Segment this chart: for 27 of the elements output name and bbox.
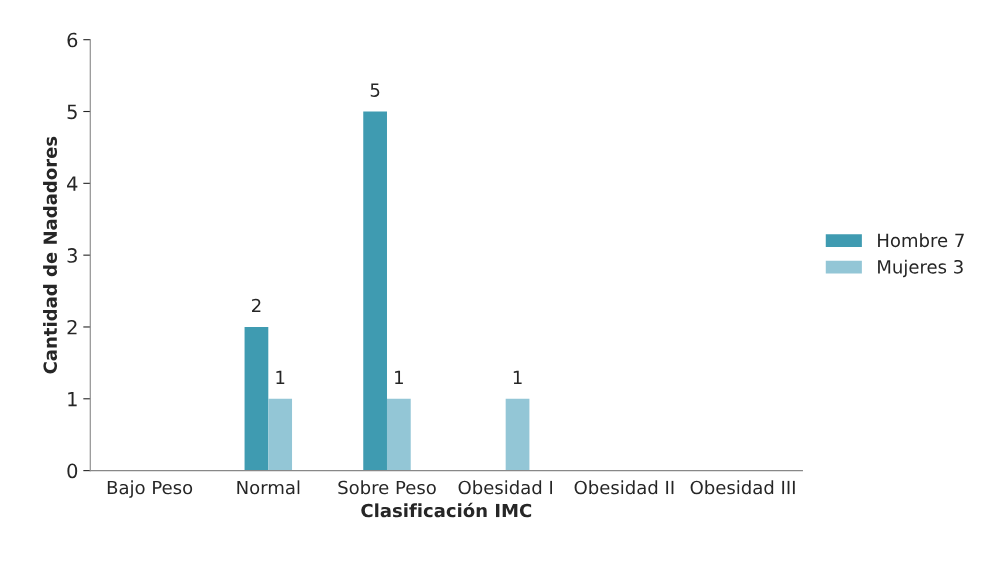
x-tick-label: Obesidad II — [574, 480, 674, 495]
x-tick-label: Obesidad III — [690, 480, 795, 495]
legend-label: Hombre 7 — [878, 233, 964, 248]
data-label: 1 — [276, 370, 285, 384]
x-tick-label: Sobre Peso — [338, 480, 436, 495]
bar — [386, 398, 411, 471]
bar — [268, 398, 293, 471]
data-label: 1 — [395, 370, 403, 384]
y-tick-label: 0 — [67, 463, 78, 479]
x-tick-label: Normal — [237, 480, 300, 495]
y-tick-label: 1 — [68, 392, 77, 407]
data-label: 5 — [370, 83, 380, 97]
x-tick-label: Bajo Peso — [107, 480, 193, 498]
data-label: 2 — [252, 298, 261, 313]
bar — [505, 398, 530, 471]
x-tick-label: Obesidad I — [458, 480, 553, 495]
bar — [244, 326, 269, 471]
data-label: 1 — [513, 370, 522, 384]
legend-label: Mujeres 3 — [878, 259, 963, 278]
y-axis-title: Cantidad de Nadadores — [43, 136, 58, 374]
x-axis-title: Clasificación IMC — [361, 502, 532, 518]
y-tick-label: 2 — [67, 319, 77, 335]
bar — [363, 111, 387, 471]
y-tick-label: 5 — [67, 104, 77, 120]
y-tick-label: 4 — [67, 176, 78, 191]
y-tick-label: 3 — [67, 248, 77, 263]
y-tick-label: 6 — [67, 32, 78, 48]
